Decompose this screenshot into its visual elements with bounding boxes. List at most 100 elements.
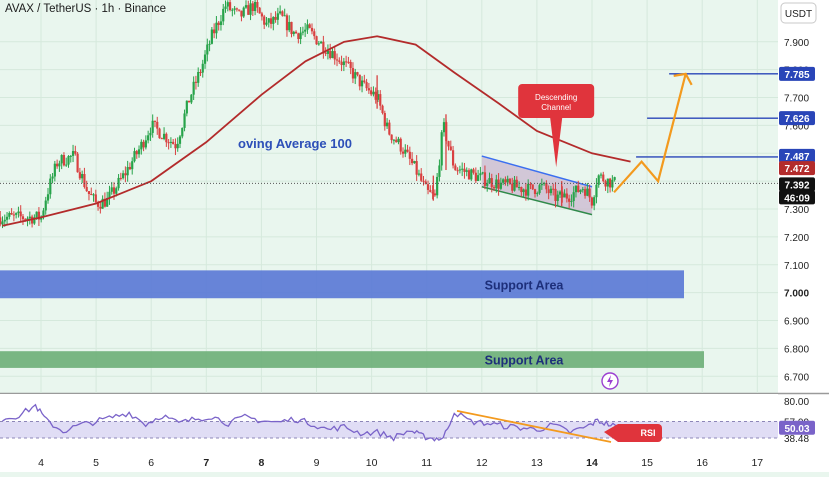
candle-body (92, 194, 95, 196)
candle-body (449, 146, 452, 151)
rsi-value-label: 50.03 (784, 424, 809, 435)
candle-body (417, 173, 421, 175)
rsi-callout-bubble (604, 424, 662, 442)
price-label-box (779, 111, 815, 126)
candle-body (527, 184, 530, 196)
candle-body (397, 138, 400, 143)
moving-average-100[interactable] (2, 35, 631, 227)
candle-body (156, 121, 159, 129)
candle-body (406, 149, 409, 152)
candle-body (153, 120, 157, 122)
candle-body (253, 2, 257, 12)
time-tick-label: 7 (203, 457, 209, 469)
candle-body (338, 60, 341, 62)
candle-body (474, 172, 477, 181)
time-scale[interactable] (0, 450, 778, 472)
price-tick-label: 7.600 (784, 121, 809, 132)
candle-body (21, 216, 25, 220)
candle-body (481, 172, 484, 174)
price-label-box (779, 177, 815, 192)
candle-body (513, 179, 516, 191)
candle-body (390, 134, 393, 141)
candle-body (233, 8, 236, 10)
candle-body (499, 182, 502, 189)
candle-body (358, 74, 361, 87)
candle-body (178, 136, 182, 144)
candle-body (190, 94, 193, 103)
channel-fill (481, 156, 592, 215)
price-pane[interactable] (0, 0, 778, 393)
candle-body (269, 18, 273, 24)
candle-body (149, 132, 152, 136)
price-tick-label: 7.200 (784, 233, 809, 244)
candle-body (19, 211, 22, 217)
candle-body (558, 191, 562, 195)
candle-body (160, 138, 163, 140)
moving-average-label: oving Average 100 (238, 136, 352, 151)
candle-body (429, 189, 432, 193)
candle-body (44, 200, 47, 211)
time-tick-label: 5 (93, 457, 99, 469)
candle-body (486, 183, 489, 186)
alert-icon-bolt (607, 375, 613, 387)
candle-body (502, 179, 505, 183)
candle-body (74, 151, 77, 154)
target-lines[interactable] (0, 73, 778, 184)
price-label-text: 7.626 (784, 114, 809, 125)
candle-body (508, 178, 512, 184)
candle-body (12, 214, 15, 216)
candle-body (579, 189, 582, 192)
symbol-title[interactable]: AVAX / TetherUS · 1h · Binance (5, 3, 166, 15)
candle-body (319, 41, 323, 44)
candle-body (158, 128, 161, 139)
time-tick-label: 11 (421, 457, 432, 469)
candle-body (324, 52, 327, 54)
candle-body (479, 173, 482, 176)
price-label-text: 7.785 (784, 70, 809, 81)
candle-body (568, 198, 571, 202)
candle-body (536, 193, 539, 195)
candle-body (588, 188, 591, 198)
candle-body (524, 189, 527, 196)
candle-body (103, 198, 107, 207)
price-tick-label: 7.900 (784, 38, 809, 49)
candle-body (606, 178, 609, 187)
candle-body (379, 94, 382, 106)
candle-body (595, 184, 598, 198)
candle-body (281, 11, 284, 16)
candle-body (470, 169, 473, 180)
candle-body (112, 187, 116, 194)
candle-body (263, 16, 266, 25)
candle-body (365, 82, 368, 89)
support-areas: Support Area Support Area (0, 270, 704, 368)
candle-body (504, 179, 507, 183)
candle-body (597, 175, 600, 185)
candle-body (370, 90, 373, 95)
candle-body (222, 8, 225, 22)
candle-body (167, 142, 170, 144)
candle-body (96, 202, 100, 207)
candle-body (488, 178, 491, 184)
projection-path[interactable] (613, 72, 693, 194)
candle-body (533, 189, 537, 194)
candle-body (5, 216, 9, 220)
candle-body (185, 100, 188, 114)
channel-lower-line (481, 186, 593, 216)
candle-body (17, 211, 20, 214)
candle-body (608, 178, 612, 188)
currency-badge[interactable]: USDT (780, 2, 817, 24)
candle-body (251, 3, 254, 12)
candle-body (540, 183, 543, 186)
candle-body (283, 15, 286, 17)
candle-body (15, 213, 18, 215)
candle-body (301, 31, 304, 33)
descending-channel[interactable] (481, 155, 593, 216)
candle-body (388, 122, 391, 135)
candle-body (1, 221, 4, 225)
candle-body (451, 150, 455, 166)
candle-body (454, 165, 457, 171)
candle-body (304, 29, 307, 32)
candle-body (326, 50, 330, 54)
